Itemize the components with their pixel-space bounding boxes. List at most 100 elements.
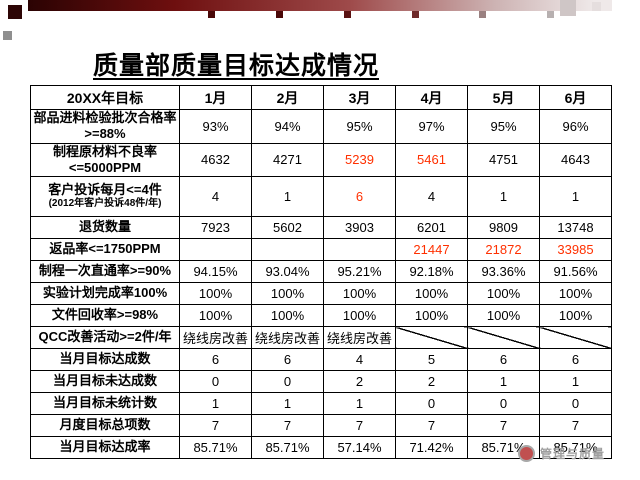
value-cell: 2: [323, 370, 396, 393]
decor-band: [28, 0, 612, 11]
value-cell: 7: [323, 414, 396, 437]
value-cell: 33985: [539, 238, 612, 261]
value-cell: [323, 238, 396, 261]
value-cell: 5461: [395, 142, 468, 177]
table-row: 文件回收率>=98% 100% 100% 100% 100% 100% 100%: [30, 304, 612, 327]
value-cell: 4643: [539, 142, 612, 177]
value-cell: 6: [251, 348, 324, 371]
value-cell: 7: [251, 414, 324, 437]
value-cell: 5: [395, 348, 468, 371]
value-cell: 1: [467, 370, 540, 393]
value-cell: 6: [323, 176, 396, 217]
decor-square: [547, 11, 554, 18]
value-cell: 1: [539, 370, 612, 393]
value-cell: 2: [395, 370, 468, 393]
value-cell: 1: [251, 392, 324, 415]
value-cell: 0: [251, 370, 324, 393]
na-slash-cell: [395, 326, 468, 349]
value-cell: 100%: [179, 304, 252, 327]
value-cell: 95%: [467, 109, 540, 144]
value-cell: 95%: [323, 109, 396, 144]
row-label: 部品进料检验批次合格率>=88%: [30, 109, 180, 144]
na-slash-cell: [539, 326, 612, 349]
value-cell: 6: [539, 348, 612, 371]
value-cell: 1: [179, 392, 252, 415]
value-cell: 100%: [395, 304, 468, 327]
table-row: 当月目标未统计数 1 1 1 0 0 0: [30, 392, 612, 415]
value-cell: 71.42%: [395, 436, 468, 459]
value-cell: 4632: [179, 142, 252, 177]
row-label: 客户投诉每月<=4件 (2012年客户投诉48件/年): [30, 176, 180, 217]
row-label: QCC改善活动>=2件/年: [30, 326, 180, 349]
value-cell: 6201: [395, 216, 468, 239]
table-row: 制程原材料不良率<=5000PPM 4632 4271 5239 5461 4751 464…: [30, 142, 612, 177]
month-column-header: 3月: [323, 85, 396, 110]
value-cell: 85.71%: [539, 436, 612, 459]
value-cell: 0: [467, 392, 540, 415]
table-row: 当月目标达成数 6 6 4 5 6 6: [30, 348, 612, 371]
month-column-header: 2月: [251, 85, 324, 110]
row-label: 退货数量: [30, 216, 180, 239]
table-row: 客户投诉每月<=4件 (2012年客户投诉48件/年) 4 1 6 4 1 1: [30, 176, 612, 217]
header-row: 20XX年目标 1月 2月 3月 4月 5月 6月: [30, 85, 612, 110]
decor-square: [8, 5, 22, 19]
value-cell: 3903: [323, 216, 396, 239]
value-cell: 100%: [323, 282, 396, 305]
value-cell: 7: [539, 414, 612, 437]
value-cell: 92.18%: [395, 260, 468, 283]
table-head: 20XX年目标 1月 2月 3月 4月 5月 6月: [30, 85, 612, 110]
value-cell: 4: [395, 176, 468, 217]
watermark-label: 管理与质量: [540, 447, 606, 461]
value-cell: 7: [179, 414, 252, 437]
decor-square: [276, 11, 283, 18]
value-cell: 1: [467, 176, 540, 217]
value-cell: 1: [323, 392, 396, 415]
value-cell: 100%: [251, 282, 324, 305]
na-slash-cell: [467, 326, 540, 349]
value-cell: 绕线房改善: [251, 326, 324, 349]
value-cell: 7: [395, 414, 468, 437]
table-row: 实验计划完成率100% 100% 100% 100% 100% 100% 100%: [30, 282, 612, 305]
value-cell: 1: [539, 176, 612, 217]
value-cell: 5239: [323, 142, 396, 177]
value-cell: 100%: [539, 282, 612, 305]
table-row: 制程一次直通率>=90% 94.15% 93.04% 95.21% 92.18% 93.3…: [30, 260, 612, 283]
value-cell: 93.04%: [251, 260, 324, 283]
value-cell: 7: [467, 414, 540, 437]
value-cell: 100%: [467, 304, 540, 327]
row-label: 制程一次直通率>=90%: [30, 260, 180, 283]
value-cell: 85.71%: [251, 436, 324, 459]
value-cell: 4: [179, 176, 252, 217]
decor-square: [344, 11, 351, 18]
value-cell: 100%: [395, 282, 468, 305]
slide-title: 质量部质量目标达成情况: [93, 52, 380, 80]
value-cell: 100%: [179, 282, 252, 305]
value-cell: 0: [395, 392, 468, 415]
value-cell: 4271: [251, 142, 324, 177]
table-row: QCC改善活动>=2件/年 绕线房改善 绕线房改善 绕线房改善: [30, 326, 612, 349]
value-cell: 100%: [323, 304, 396, 327]
value-cell: 85.71%: [179, 436, 252, 459]
value-cell: 4751: [467, 142, 540, 177]
table-row: 退货数量 7923 5602 3903 6201 9809 13748: [30, 216, 612, 239]
value-cell: 5602: [251, 216, 324, 239]
month-column-header: 6月: [539, 85, 612, 110]
value-cell: 96%: [539, 109, 612, 144]
value-cell: 95.21%: [323, 260, 396, 283]
value-cell: 绕线房改善: [323, 326, 396, 349]
value-cell: 0: [179, 370, 252, 393]
month-column-header: 5月: [467, 85, 540, 110]
watermark-logo-icon: [518, 445, 535, 462]
value-cell: 94.15%: [179, 260, 252, 283]
value-cell: [251, 238, 324, 261]
month-column-header: 4月: [395, 85, 468, 110]
value-cell: 6: [179, 348, 252, 371]
decor-square: [479, 11, 486, 18]
row-label: 当月目标达成率: [30, 436, 180, 459]
targets-table: 20XX年目标 1月 2月 3月 4月 5月 6月 部品进料检验批次合格率>=88% 93% 9…: [30, 85, 612, 459]
value-cell: 21447: [395, 238, 468, 261]
row-label: 实验计划完成率100%: [30, 282, 180, 305]
decor-square: [560, 0, 576, 16]
row-label: 当月目标未达成数: [30, 370, 180, 393]
